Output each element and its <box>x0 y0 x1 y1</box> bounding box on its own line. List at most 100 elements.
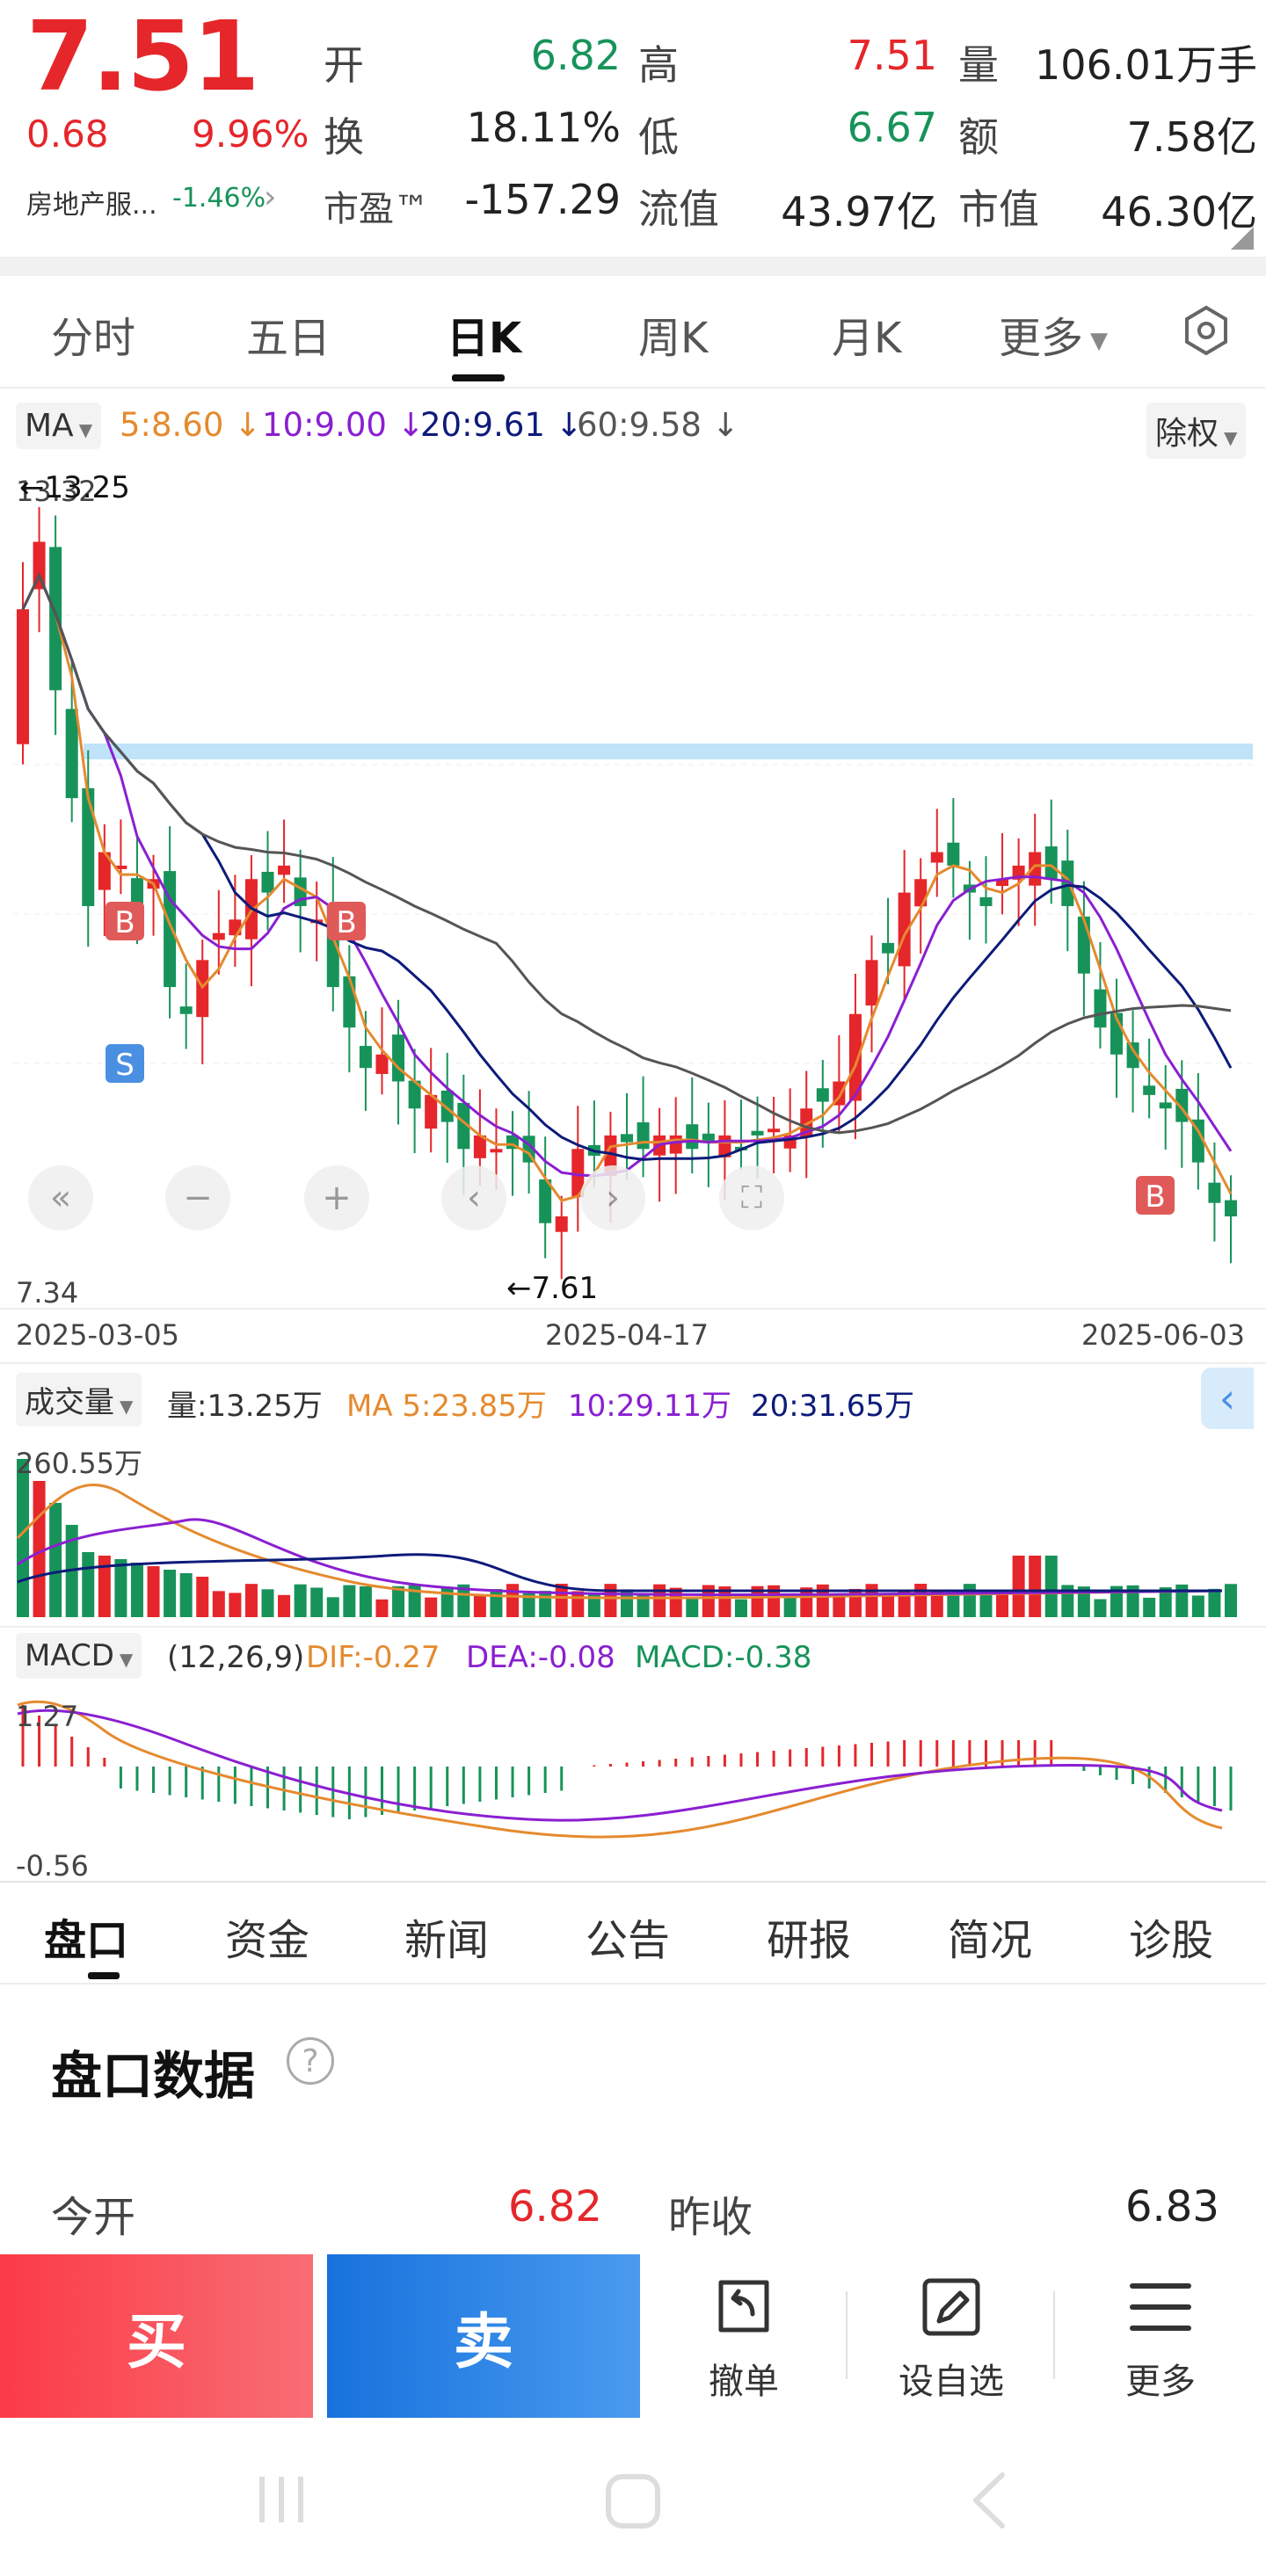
tool-separator <box>1053 2291 1055 2379</box>
sector-name[interactable]: 房地产服... <box>26 190 157 221</box>
volume-bar-up <box>506 1584 520 1617</box>
tab-profile[interactable]: 简况 <box>948 1916 1033 1965</box>
field-value-turnover: 18.11% <box>466 104 621 151</box>
sector-change-pct[interactable]: -1.46% <box>172 183 266 214</box>
volume-bar-down <box>1159 1587 1172 1617</box>
tab-news[interactable]: 新闻 <box>404 1916 490 1965</box>
more-button[interactable]: 更多 <box>1073 2272 1248 2404</box>
fullscreen-button[interactable]: ⛶ <box>719 1165 784 1230</box>
volume-bar-down <box>359 1586 372 1617</box>
tab-announcements[interactable]: 公告 <box>586 1916 671 1965</box>
price-axis-top: 13.32 <box>16 475 97 508</box>
trade-signals: B S B B <box>106 902 1175 1215</box>
field-value-high: 7.51 <box>847 32 937 79</box>
volume-bar-up <box>914 1584 928 1617</box>
signal-letter: S <box>115 1048 135 1083</box>
candle-up <box>865 960 878 1006</box>
field-label-high: 高 <box>638 41 679 89</box>
adjust-selector[interactable]: 除权 ▼ <box>1146 403 1247 459</box>
volume-bar-down <box>179 1573 193 1617</box>
resistance-band <box>84 744 1253 759</box>
volume-bar-down <box>440 1587 454 1617</box>
macd-dif: DIF:-0.27 <box>306 1640 440 1675</box>
volume-selector[interactable]: 成交量 ▼ <box>16 1373 142 1426</box>
candle-down <box>440 1090 454 1122</box>
volume-ma-line-1 <box>16 1484 1223 1600</box>
tab-research[interactable]: 研报 <box>767 1916 852 1965</box>
candle-down <box>702 1133 715 1143</box>
corner-expand-icon[interactable] <box>1231 227 1254 250</box>
collapse-panel-button[interactable]: ‹ <box>1201 1368 1254 1429</box>
sell-button[interactable]: 卖 <box>327 2254 640 2418</box>
last-price: 7.51 <box>26 0 259 112</box>
volume-bar-up <box>833 1595 846 1617</box>
date-label-mid: 2025-04-17 <box>545 1318 709 1352</box>
candlestick-chart[interactable]: B S B B <box>0 466 1266 1310</box>
candle-down <box>816 1088 829 1102</box>
tab-weekly-k[interactable]: 周K <box>638 314 709 363</box>
candle-down <box>637 1122 650 1150</box>
volume-bar-up <box>229 1593 242 1617</box>
volume-bar-down <box>1126 1585 1139 1617</box>
field-label-pe: 市盈™ <box>324 189 429 229</box>
candle-down <box>65 708 78 799</box>
candle-down <box>947 842 960 866</box>
candle-up <box>848 1013 862 1101</box>
volume-bar-up <box>996 1594 1009 1617</box>
tab-five-day[interactable]: 五日 <box>246 314 331 363</box>
zoom-in-button[interactable]: + <box>304 1165 369 1230</box>
add-watchlist-label: 设自选 <box>899 2362 1004 2402</box>
chevron-right-icon[interactable]: › <box>264 179 277 215</box>
volume-bar-down <box>261 1589 274 1617</box>
buy-button[interactable]: 买 <box>0 2254 313 2418</box>
help-icon[interactable]: ? <box>287 2037 334 2085</box>
recent-apps-icon[interactable] <box>253 2471 309 2528</box>
tool-separator <box>846 2291 848 2379</box>
candle-down <box>1077 916 1090 974</box>
zoom-out-button[interactable]: − <box>165 1165 230 1230</box>
volume-bar-down <box>621 1589 633 1617</box>
scroll-right-button[interactable]: › <box>580 1165 645 1230</box>
caret-down-icon: ▼ <box>119 1649 134 1670</box>
tab-more[interactable]: 更多 ▼ <box>999 303 1108 365</box>
volume-bar-down <box>310 1587 324 1617</box>
ma-selector[interactable]: MA ▼ <box>16 403 102 449</box>
tab-intraday[interactable]: 分时 <box>51 314 136 363</box>
volume-bar-up <box>930 1591 943 1617</box>
home-icon[interactable] <box>603 2471 663 2531</box>
date-axis-line <box>0 1308 1266 1310</box>
candle-up <box>669 1135 682 1154</box>
tab-order-book[interactable]: 盘口 <box>44 1916 129 1965</box>
candle-up <box>768 1128 781 1133</box>
edit-icon <box>922 2278 980 2336</box>
volume-bar-up <box>653 1584 666 1617</box>
menu-icon <box>1130 2283 1191 2331</box>
volume-bar-up <box>882 1593 895 1617</box>
vol-ma5: MA 5:23.85万 <box>346 1389 547 1424</box>
macd-chart <box>17 1700 1233 1839</box>
macd-selector[interactable]: MACD ▼ <box>16 1633 142 1679</box>
tab-capital[interactable]: 资金 <box>225 1916 310 1965</box>
cancel-order-button[interactable]: 撤单 <box>656 2272 832 2404</box>
candle-up <box>17 609 29 744</box>
low-price-marker: ←7.61 <box>506 1271 599 1306</box>
macd-selector-label: MACD <box>25 1638 114 1673</box>
rewind-button[interactable]: « <box>28 1165 93 1230</box>
volume-bar-down <box>734 1599 747 1617</box>
scroll-left-button[interactable]: ‹ <box>441 1165 506 1230</box>
volume-bar-down <box>522 1593 535 1617</box>
candle-down <box>1061 860 1074 906</box>
volume-selector-label: 成交量 <box>25 1385 114 1420</box>
tab-monthly-k[interactable]: 月K <box>832 314 902 363</box>
add-watchlist-button[interactable]: 设自选 <box>863 2272 1039 2404</box>
candle-down <box>1143 1085 1156 1095</box>
volume-bar-down <box>457 1584 470 1617</box>
candle-up <box>114 865 127 869</box>
volume-bar-down <box>343 1585 356 1617</box>
tab-diagnosis[interactable]: 诊股 <box>1129 1916 1214 1965</box>
tab-daily-k[interactable]: 日K <box>447 314 522 363</box>
candle-down <box>1208 1182 1221 1203</box>
back-icon[interactable] <box>967 2470 1009 2531</box>
adjust-label: 除权 <box>1155 416 1219 452</box>
chart-settings-icon[interactable] <box>1180 304 1233 357</box>
